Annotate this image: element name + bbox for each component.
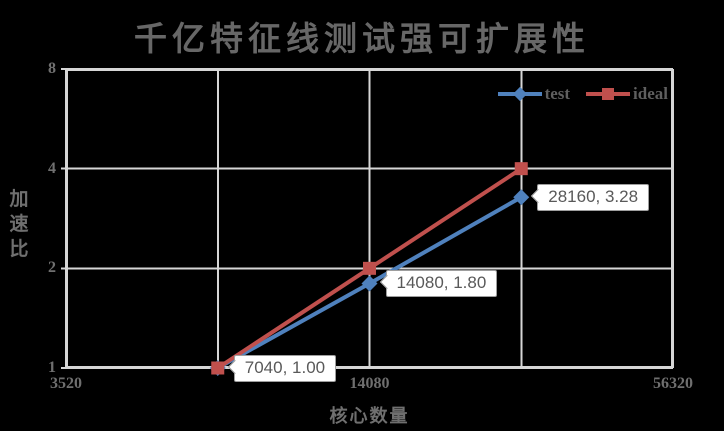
data-label-callout: 14080, 1.80 [385,270,498,298]
legend-item-ideal: ideal [586,84,668,104]
x-tick-label: 14080 [349,375,390,392]
y-tick-label: 8 [48,60,56,77]
data-label-callout: 7040, 1.00 [233,355,337,382]
legend-item-test: test [497,84,571,104]
x-tick-label: 3520 [50,375,82,392]
legend-label-ideal: ideal [633,84,668,103]
plot-area: test ideal 1 2 4 8 3520 14080 56320 7040, 1.00… [48,60,693,392]
x-axis-title: 核心数量 [329,406,410,426]
chart-canvas [61,68,674,376]
ideal-series-swatch-icon [586,88,631,100]
test-series-swatch-icon [497,86,542,102]
x-tick-label: 56320 [653,375,693,392]
data-label-callout: 28160, 3.28 [537,184,650,212]
y-axis-title: 加速比 [9,189,29,260]
legend: test ideal [497,84,668,104]
y-tick-label: 1 [48,359,56,376]
legend-label-test: test [544,84,571,103]
y-tick-label: 2 [48,259,56,277]
y-tick-label: 4 [48,159,56,177]
chart-title: 千亿特征线测试强可扩展性 [134,22,590,58]
